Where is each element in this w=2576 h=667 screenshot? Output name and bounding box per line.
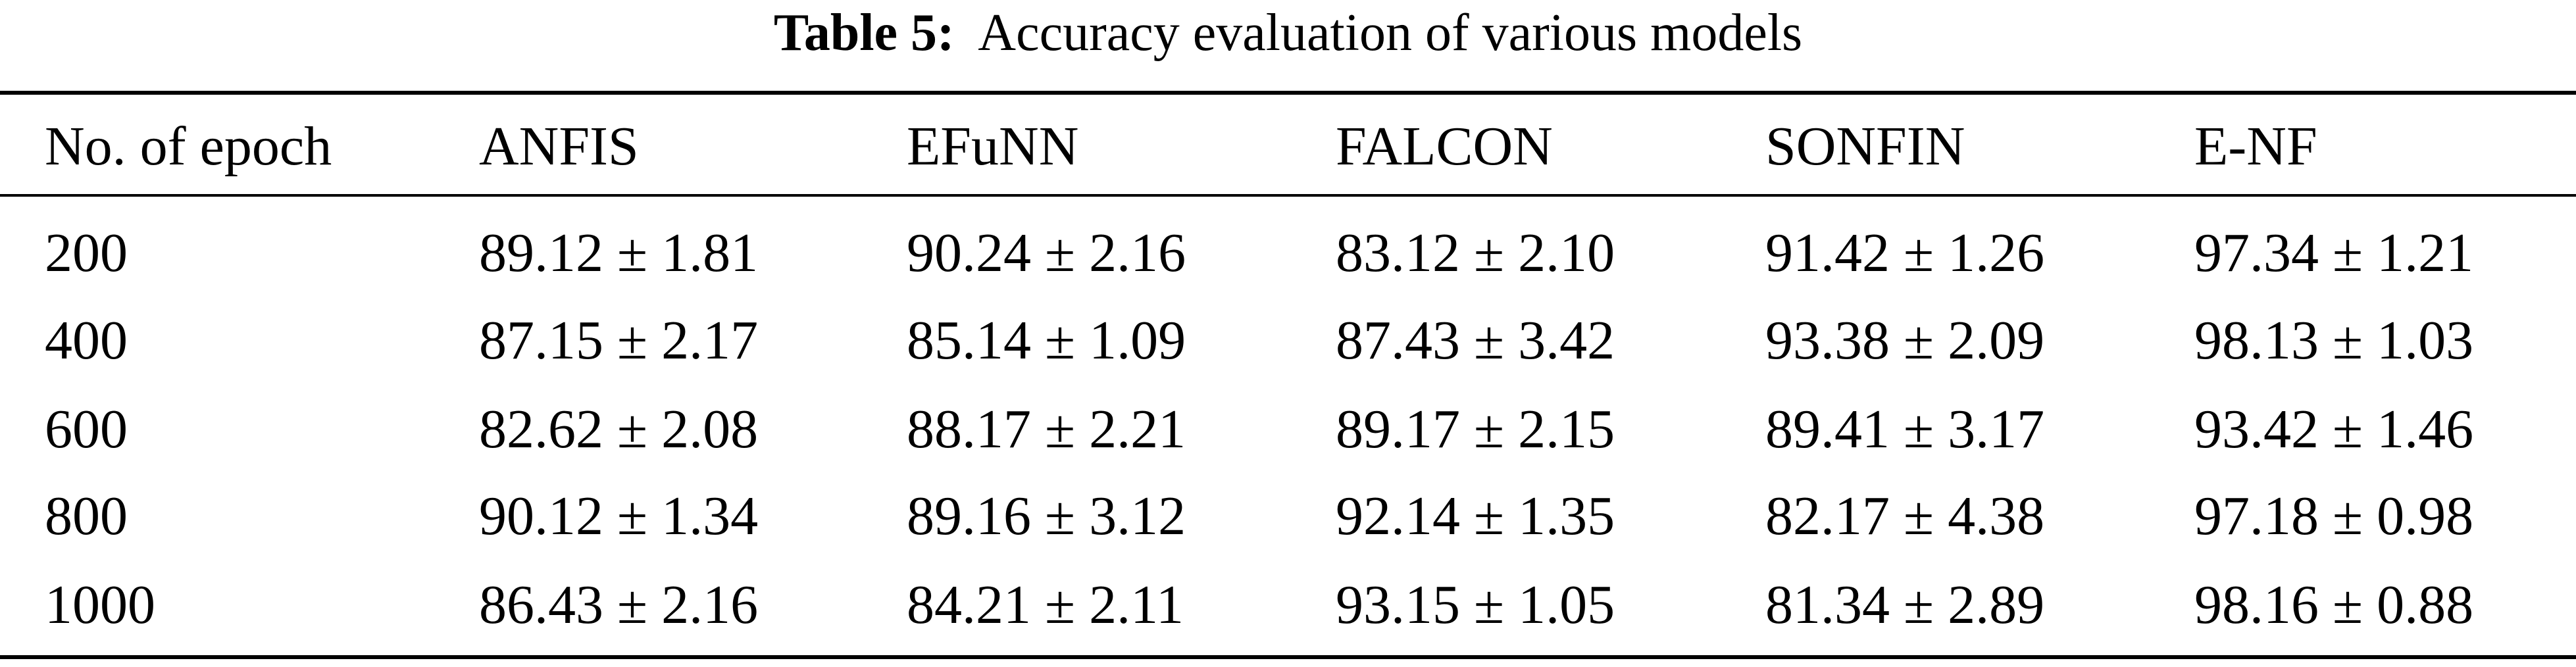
header-epoch: No. of epoch <box>45 116 332 177</box>
cell-sonfin: 89.41 ± 3.17 <box>1765 399 2045 460</box>
cell-enf: 98.16 ± 0.88 <box>2194 574 2474 635</box>
cell-falcon: 83.12 ± 2.10 <box>1336 222 1615 284</box>
cell-enf: 97.34 ± 1.21 <box>2194 222 2474 284</box>
cell-falcon: 92.14 ± 1.35 <box>1336 485 1615 547</box>
header-sonfin: SONFIN <box>1765 116 1965 177</box>
table-header-rule <box>0 194 2576 197</box>
header-enf: E-NF <box>2194 116 2317 177</box>
table-row: 400 87.15 ± 2.17 85.14 ± 1.09 87.43 ± 3.… <box>0 305 2576 377</box>
header-falcon: FALCON <box>1336 116 1553 177</box>
cell-anfis: 89.12 ± 1.81 <box>479 222 759 284</box>
cell-falcon: 87.43 ± 3.42 <box>1336 310 1615 371</box>
table-caption: Table 5: Accuracy evaluation of various … <box>0 0 2576 74</box>
table-top-rule <box>0 91 2576 95</box>
cell-epoch: 200 <box>45 222 128 284</box>
table-bottom-rule <box>0 655 2576 659</box>
cell-epoch: 800 <box>45 485 128 547</box>
cell-efunn: 90.24 ± 2.16 <box>907 222 1186 284</box>
header-efunn: EFuNN <box>907 116 1079 177</box>
cell-anfis: 87.15 ± 2.17 <box>479 310 759 371</box>
table-row: 200 89.12 ± 1.81 90.24 ± 2.16 83.12 ± 2.… <box>0 217 2576 289</box>
table-caption-text: Accuracy evaluation of various models <box>978 4 1803 62</box>
cell-efunn: 88.17 ± 2.21 <box>907 399 1186 460</box>
cell-sonfin: 93.38 ± 2.09 <box>1765 310 2045 371</box>
cell-efunn: 84.21 ± 2.11 <box>907 574 1184 635</box>
cell-epoch: 600 <box>45 399 128 460</box>
table-row: 800 90.12 ± 1.34 89.16 ± 3.12 92.14 ± 1.… <box>0 480 2576 553</box>
table-row: 600 82.62 ± 2.08 88.17 ± 2.21 89.17 ± 2.… <box>0 393 2576 466</box>
header-anfis: ANFIS <box>479 116 639 177</box>
table-header-row: No. of epoch ANFIS EFuNN FALCON SONFIN E… <box>0 111 2576 183</box>
cell-falcon: 93.15 ± 1.05 <box>1336 574 1615 635</box>
cell-anfis: 82.62 ± 2.08 <box>479 399 759 460</box>
cell-enf: 98.13 ± 1.03 <box>2194 310 2474 371</box>
table-caption-label: Table 5: <box>773 4 955 62</box>
cell-sonfin: 91.42 ± 1.26 <box>1765 222 2045 284</box>
table-row: 1000 86.43 ± 2.16 84.21 ± 2.11 93.15 ± 1… <box>0 569 2576 641</box>
cell-sonfin: 82.17 ± 4.38 <box>1765 485 2045 547</box>
cell-efunn: 89.16 ± 3.12 <box>907 485 1186 547</box>
cell-sonfin: 81.34 ± 2.89 <box>1765 574 2045 635</box>
cell-falcon: 89.17 ± 2.15 <box>1336 399 1615 460</box>
cell-enf: 93.42 ± 1.46 <box>2194 399 2474 460</box>
cell-anfis: 90.12 ± 1.34 <box>479 485 759 547</box>
cell-enf: 97.18 ± 0.98 <box>2194 485 2474 547</box>
cell-epoch: 400 <box>45 310 128 371</box>
cell-anfis: 86.43 ± 2.16 <box>479 574 759 635</box>
cell-epoch: 1000 <box>45 574 155 635</box>
cell-efunn: 85.14 ± 1.09 <box>907 310 1186 371</box>
